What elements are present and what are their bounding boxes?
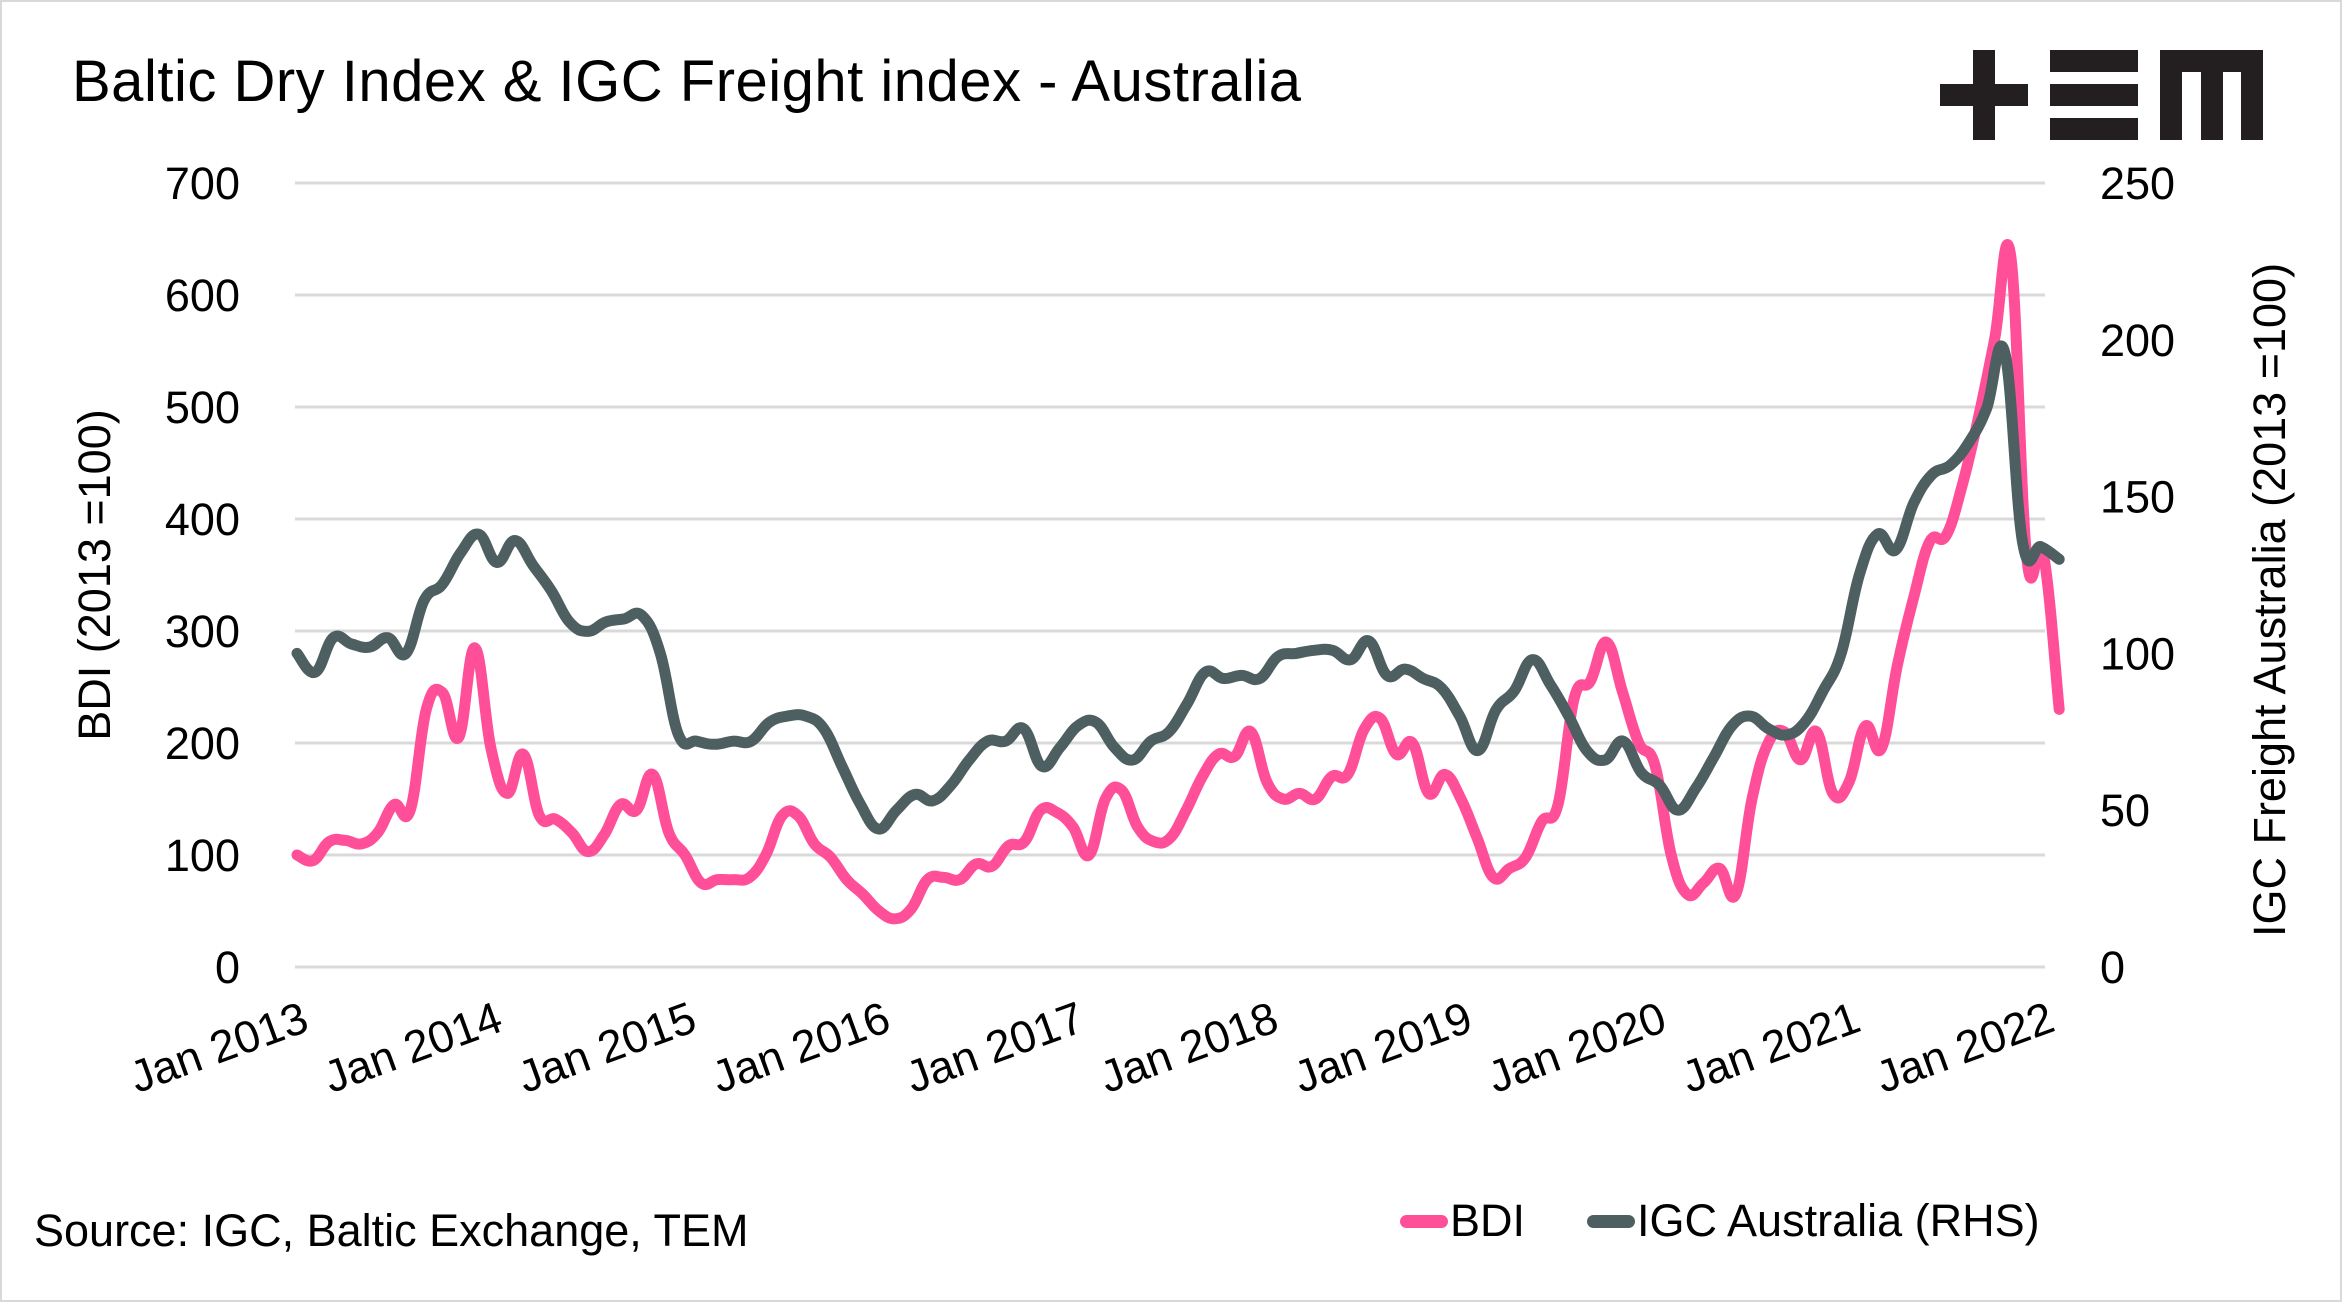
x-tick-label: Jan 2019: [1287, 991, 1478, 1102]
left-tick-label: 300: [165, 606, 240, 657]
right-tick-label: 50: [2100, 785, 2150, 836]
legend-item-bdi: BDI: [1400, 1195, 1525, 1247]
x-tick-label: Jan 2018: [1093, 991, 1284, 1102]
x-tick-label: Jan 2021: [1675, 991, 1866, 1102]
right-axis-ticks: 0 50 100 150 200 250: [2100, 158, 2175, 993]
legend: BDI IGC Australia (RHS): [1400, 1195, 2102, 1247]
right-tick-label: 250: [2100, 158, 2175, 209]
x-tick-label: Jan 2016: [705, 991, 896, 1102]
source-note: Source: IGC, Baltic Exchange, TEM: [34, 1205, 749, 1256]
left-axis-title: BDI (2013 =100): [69, 409, 120, 740]
left-tick-label: 400: [165, 494, 240, 545]
series-group: [291, 239, 2065, 925]
legend-label-bdi: BDI: [1450, 1195, 1526, 1246]
series-line-bdi: [291, 239, 2065, 925]
legend-swatch-bdi: [1400, 1214, 1448, 1228]
x-tick-label: Jan 2022: [1869, 991, 2060, 1102]
x-tick-label: Jan 2017: [899, 991, 1090, 1102]
x-tick-label: Jan 2020: [1481, 991, 1672, 1102]
left-tick-label: 0: [215, 942, 240, 993]
series-line-igc: [291, 340, 2065, 835]
legend-label-igc: IGC Australia (RHS): [1637, 1195, 2040, 1246]
left-tick-label: 200: [165, 718, 240, 769]
tem-logo-icon: [1940, 50, 2276, 145]
right-axis-title: IGC Freight Australia (2013 =100): [2244, 263, 2295, 937]
right-tick-label: 100: [2100, 628, 2175, 679]
right-tick-label: 0: [2100, 942, 2125, 993]
left-tick-label: 500: [165, 382, 240, 433]
x-tick-label: Jan 2015: [511, 991, 702, 1102]
left-tick-label: 100: [165, 830, 240, 881]
x-axis-ticks: Jan 2013 Jan 2014 Jan 2015 Jan 2016 Jan 2017…: [123, 991, 2060, 1102]
x-tick-label: Jan 2013: [123, 991, 314, 1102]
right-tick-label: 200: [2100, 315, 2175, 366]
right-tick-label: 150: [2100, 472, 2175, 523]
left-axis-ticks: 0 100 200 300 400 500 600 700: [165, 158, 240, 993]
legend-swatch-igc: [1587, 1214, 1636, 1228]
x-tick-label: Jan 2014: [317, 991, 508, 1102]
legend-item-igc: IGC Australia (RHS): [1587, 1195, 2040, 1247]
left-tick-label: 700: [165, 158, 240, 209]
left-tick-label: 600: [165, 270, 240, 321]
chart-title: Baltic Dry Index & IGC Freight index - A…: [72, 49, 1302, 114]
gridlines: [295, 181, 2045, 969]
